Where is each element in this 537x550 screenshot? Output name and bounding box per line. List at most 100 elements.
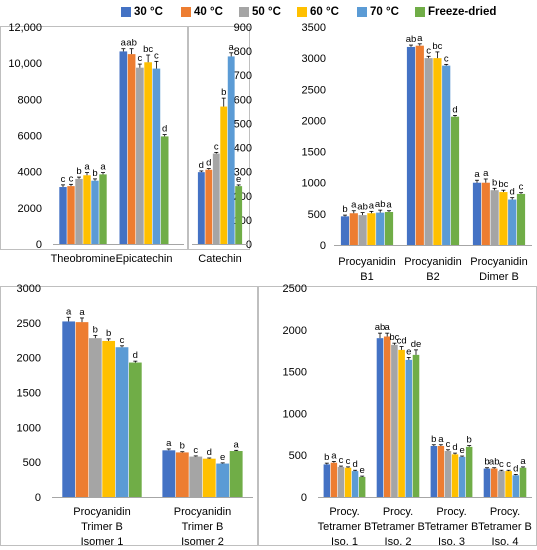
- significance-letter: a: [385, 322, 391, 333]
- bar: [202, 458, 216, 497]
- significance-letter: a: [100, 162, 106, 173]
- bar: [376, 212, 385, 245]
- bar: [415, 45, 424, 245]
- significance-letter: d: [162, 124, 167, 135]
- significance-letter: a: [331, 450, 337, 461]
- legend-swatch: [181, 7, 191, 17]
- bar: [472, 182, 482, 245]
- x-category-label: Procyanidin: [470, 256, 527, 268]
- legend-swatch: [415, 7, 425, 17]
- significance-letter: d: [513, 463, 518, 474]
- bar: [437, 446, 445, 497]
- bar: [323, 464, 331, 497]
- significance-letter: c: [137, 53, 142, 64]
- bar: [444, 451, 452, 497]
- bar: [59, 187, 67, 244]
- x-category-label: Iso. 2: [385, 536, 412, 548]
- bar: [490, 468, 498, 497]
- bar: [405, 359, 413, 497]
- significance-letter: ab: [406, 34, 417, 45]
- significance-letter: ab: [489, 457, 500, 468]
- y-tick-label: 300: [234, 167, 252, 179]
- significance-letter: bc: [143, 44, 153, 55]
- bar: [391, 344, 398, 497]
- x-category-label: B2: [426, 271, 439, 283]
- significance-letter: d: [133, 350, 138, 361]
- bar: [127, 54, 136, 244]
- significance-letter: a: [84, 162, 90, 173]
- significance-letter: a: [166, 438, 172, 449]
- y-tick-label: 1500: [302, 147, 326, 159]
- bar: [62, 321, 76, 497]
- significance-letter: a: [386, 200, 392, 211]
- y-tick-label: 10,000: [8, 58, 42, 70]
- significance-letter: d: [199, 160, 204, 171]
- legend-swatch: [297, 7, 307, 17]
- x-category-label: Tetramer B: [425, 521, 479, 533]
- significance-letter: ab: [357, 202, 368, 213]
- x-category-label: Trimer B: [81, 521, 123, 533]
- significance-letter: b: [492, 177, 497, 188]
- legend-swatch: [239, 7, 249, 17]
- y-tick-label: 2500: [17, 318, 41, 330]
- significance-letter: c: [193, 445, 198, 456]
- bar: [398, 349, 405, 497]
- significance-letter: a: [474, 169, 480, 180]
- y-tick-label: 500: [234, 118, 252, 130]
- legend-item: 50 °C: [239, 5, 281, 19]
- bar: [451, 454, 459, 497]
- x-category-label: Procyanidin: [404, 256, 461, 268]
- x-category-label: Isomer 1: [81, 536, 124, 548]
- significance-letter: a: [369, 200, 375, 211]
- legend-label: Freeze-dried: [428, 6, 497, 18]
- bar: [205, 169, 213, 244]
- bar: [358, 476, 366, 497]
- bar: [160, 136, 169, 244]
- y-tick-label: 2000: [302, 115, 326, 127]
- significance-letter: a: [351, 200, 357, 211]
- y-tick-label: 3000: [17, 283, 41, 295]
- significance-letter: e: [406, 346, 411, 357]
- significance-letter: bc: [432, 41, 442, 52]
- significance-letter: b: [324, 452, 329, 463]
- significance-letter: c: [339, 455, 344, 466]
- x-category-label: Tetramer B: [318, 521, 372, 533]
- bar: [83, 175, 91, 244]
- x-category-label: Theobromine: [51, 253, 116, 265]
- bar: [330, 462, 338, 497]
- significance-letter: d: [352, 459, 357, 470]
- x-category-label: Procy.: [383, 506, 413, 518]
- bar: [136, 67, 144, 244]
- bar: [519, 467, 527, 497]
- bar: [367, 213, 376, 245]
- y-tick-label: 0: [320, 240, 326, 252]
- significance-letter: c: [346, 456, 351, 467]
- bar: [227, 56, 235, 244]
- bar: [406, 46, 416, 245]
- significance-letter: b: [342, 204, 347, 215]
- y-tick-label: 600: [234, 94, 252, 106]
- significance-letter: a: [121, 38, 127, 49]
- y-tick-label: 2000: [18, 203, 42, 215]
- bar: [465, 446, 473, 497]
- bar: [340, 216, 350, 245]
- significance-letter: a: [483, 168, 489, 179]
- bar: [481, 182, 490, 245]
- bar: [220, 106, 228, 244]
- y-tick-label: 6000: [18, 131, 42, 143]
- bar: [424, 58, 433, 246]
- bar: [512, 475, 520, 497]
- bar: [102, 340, 116, 497]
- y-tick-label: 0: [36, 239, 42, 251]
- legend-label: 70 °C: [370, 6, 399, 18]
- significance-letter: b: [221, 87, 226, 98]
- significance-letter: b: [467, 435, 472, 446]
- chart-frame: [0, 286, 258, 546]
- bar: [162, 450, 176, 497]
- significance-letter: c: [426, 45, 431, 56]
- y-tick-label: 0: [35, 492, 41, 504]
- bar: [152, 68, 161, 244]
- significance-letter: e: [220, 452, 225, 463]
- significance-letter: c: [506, 459, 511, 470]
